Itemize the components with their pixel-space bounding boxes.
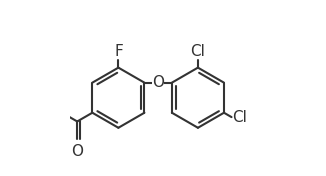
Text: O: O — [152, 75, 164, 90]
Text: Cl: Cl — [190, 45, 205, 59]
Text: Cl: Cl — [232, 110, 247, 125]
Text: O: O — [71, 144, 83, 159]
Text: F: F — [114, 45, 123, 59]
